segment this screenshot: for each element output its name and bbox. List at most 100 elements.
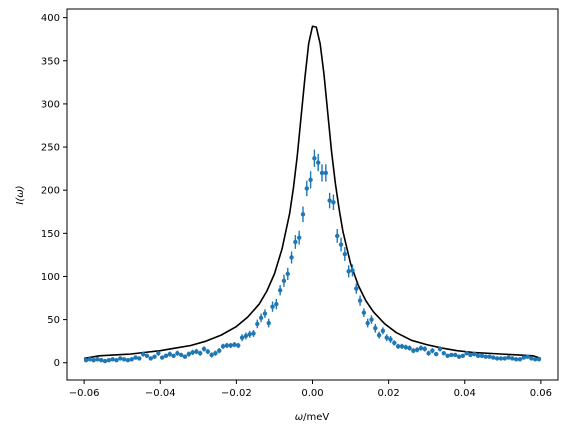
data-point [354,286,359,291]
data-point [464,351,469,356]
x-tick-label: 0.04 [454,388,476,399]
data-point [121,357,127,362]
data-point [304,186,309,191]
data-point [357,298,363,303]
data-point [460,353,466,359]
data-point [510,356,515,361]
data-point [224,343,230,348]
data-point [266,320,271,326]
data-point [156,351,161,356]
data-point [293,239,298,245]
data-point [388,337,393,342]
data-point [285,271,290,277]
data-point [95,357,100,362]
plot-frame [66,8,559,381]
data-point [277,288,283,293]
data-point [342,251,348,257]
data-point [228,343,233,348]
data-point [384,335,389,340]
data-point [449,352,454,358]
data-point [148,356,153,361]
data-point [281,278,287,283]
data-point [472,351,477,357]
data-point [171,353,176,359]
data-point [118,356,123,361]
data-point [270,304,275,309]
data-point [133,355,138,360]
y-tick-label: 100 [41,272,60,283]
data-point [338,242,344,247]
data-point [217,348,222,353]
data-point [178,352,184,358]
data-point [125,357,131,363]
y-tick-label: 200 [41,186,60,197]
y-axis-label: I(ω) [15,185,26,204]
data-point [220,344,226,349]
data-point [167,351,172,357]
data-point [453,352,458,358]
data-point [289,255,294,260]
data-point [392,340,397,346]
data-point [106,357,112,363]
data-point [213,351,218,356]
data-point [479,353,485,359]
data-point [536,357,542,362]
data-point [319,170,325,176]
data-point [513,357,519,362]
data-point [262,311,268,316]
x-tick-label: −0.04 [145,388,176,399]
data-point [236,343,241,348]
data-point [532,357,538,362]
data-point [152,354,157,359]
data-point [414,347,420,353]
x-tick-label: −0.06 [69,388,100,399]
data-point [491,355,496,360]
data-point [209,352,214,358]
data-point [205,349,211,354]
y-tick-label: 0 [54,358,60,369]
data-point [487,354,492,359]
data-point [159,355,165,360]
data-point [502,356,507,361]
y-tick-label: 250 [41,143,60,154]
data-point [312,156,317,161]
data-point [163,353,169,359]
data-point [255,321,260,327]
data-point [445,353,450,359]
data-point [411,348,416,353]
data-point [369,317,374,322]
data-point [129,357,134,362]
y-axis-ticks: 0 50 100 150 200 250 300 350 400 [41,13,67,369]
data-point [194,349,199,354]
data-point [300,212,306,217]
data-point [308,177,313,183]
data-point [422,346,427,352]
data-point [274,301,279,307]
data-point [380,328,386,334]
data-point [110,357,115,362]
data-point [137,356,142,361]
data-point [517,357,523,362]
data-point [525,354,530,359]
fit-curve-layer [83,25,542,360]
data-point [91,357,96,363]
data-point [99,357,104,363]
data-point [430,348,435,353]
y-tick-label: 400 [41,13,60,24]
data-point [114,357,119,363]
data-point [102,358,108,364]
x-tick-label: 0.00 [301,388,323,399]
fit-curve-line [83,25,542,360]
data-point [201,346,207,352]
data-point [83,357,89,363]
y-tick-label: 150 [41,229,60,240]
data-point [316,160,321,165]
data-point [399,344,405,349]
y-tick-label: 350 [41,56,60,67]
data-point [239,335,245,340]
data-point [331,200,336,205]
data-point [395,344,401,349]
y-tick-label: 300 [41,99,60,110]
data-point [258,315,264,321]
